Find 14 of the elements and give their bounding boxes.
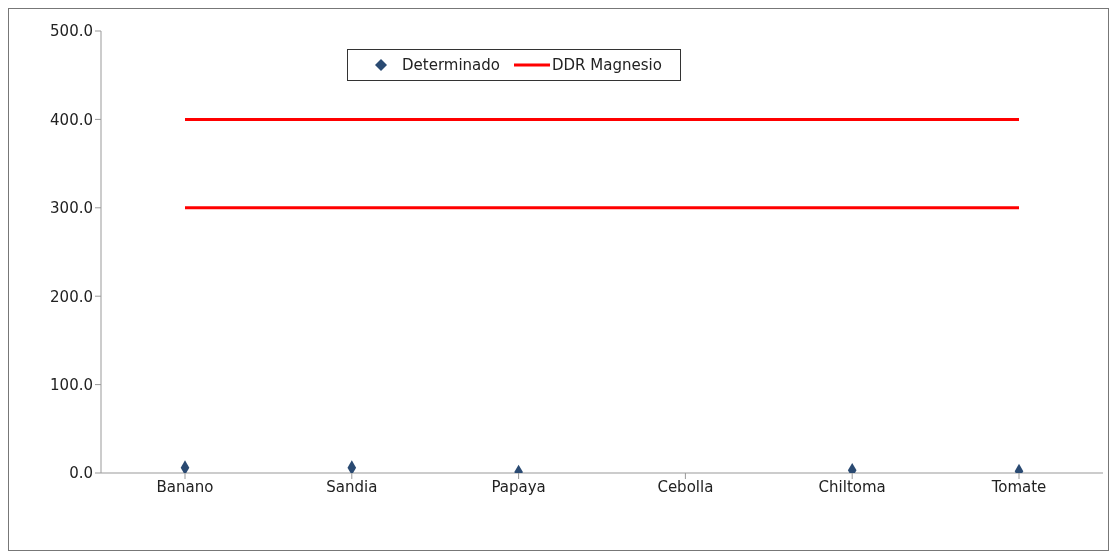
y-tick-label: 200.0 <box>50 287 93 306</box>
x-tick-label: Banano <box>156 477 214 496</box>
legend-label: Determinado <box>402 56 500 74</box>
x-tick-label: Cebolla <box>657 477 714 496</box>
x-tick-label: Chiltoma <box>818 477 886 496</box>
y-tick-label: 100.0 <box>50 375 93 394</box>
y-tick-label: 0.0 <box>69 464 93 483</box>
legend-label: DDR Magnesio <box>551 56 662 74</box>
y-tick-label: 500.0 <box>50 22 93 41</box>
y-tick-label: 400.0 <box>50 110 93 129</box>
x-tick-label: Tomate <box>990 477 1047 496</box>
x-tick-label: Papaya <box>491 477 546 496</box>
x-tick-label: Sandia <box>326 477 378 496</box>
y-tick-label: 300.0 <box>50 199 93 218</box>
